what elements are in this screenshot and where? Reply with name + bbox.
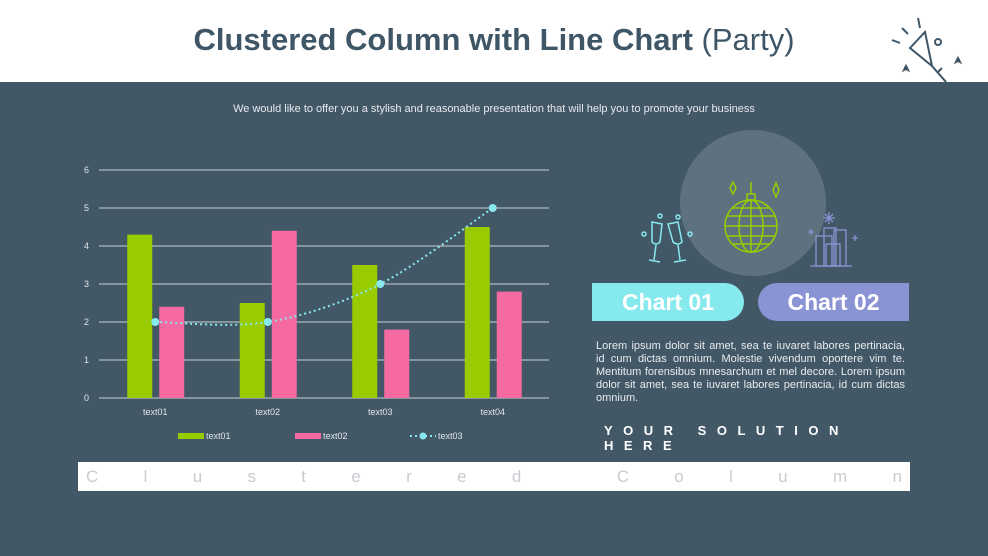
bar-text01 [464, 227, 490, 398]
y-tick-label: 6 [84, 165, 89, 175]
city-fireworks-icon [808, 212, 858, 267]
line-point [488, 204, 497, 212]
legend-label: text02 [323, 431, 348, 441]
legend-swatch [419, 432, 427, 440]
bar-text02 [496, 291, 522, 398]
title-suffix: (Party) [701, 22, 795, 57]
title-main: Clustered Column with Line Chart [193, 22, 693, 57]
banner-letter: s [247, 466, 256, 486]
x-tick-label: text04 [480, 407, 505, 417]
banner-letter: r [406, 466, 412, 486]
y-tick-label: 4 [84, 241, 89, 251]
line-point [376, 280, 385, 288]
y-tick-label: 0 [84, 393, 89, 403]
banner-letter: e [351, 466, 361, 486]
x-tick-label: text01 [143, 407, 168, 417]
banner-letter: u [778, 466, 788, 486]
line-point [151, 318, 160, 326]
banner-letter: l [729, 466, 733, 486]
chart-02-button[interactable]: Chart 02 [758, 283, 909, 321]
banner-letter: l [143, 466, 148, 486]
y-tick-label: 2 [84, 317, 89, 327]
y-tick-label: 1 [84, 355, 89, 365]
banner-letter: e [457, 466, 467, 486]
body-text: Lorem ipsum dolor sit amet, sea te iuvar… [596, 340, 905, 404]
disco-ball-icon [724, 180, 780, 253]
bar-text02 [159, 306, 185, 398]
line-text03 [155, 207, 494, 326]
chart-01-button[interactable]: Chart 01 [592, 283, 744, 321]
header: Clustered Column with Line Chart (Party) [0, 0, 988, 82]
banner-letter: u [192, 466, 203, 486]
banner-letter: m [832, 466, 848, 486]
chart: 0 1 2 3 4 5 6 text01 text02 text03 text04 text01 tex… [84, 165, 549, 441]
bar-text01 [239, 303, 265, 398]
subtitle: We would like to offer you a stylish and… [233, 103, 755, 115]
bar-text01 [352, 265, 378, 398]
page-title: Clustered Column with Line Chart (Party) [0, 22, 988, 58]
legend-label: text01 [206, 431, 231, 441]
banner-letter: t [301, 466, 307, 486]
legend-label: text03 [438, 431, 463, 441]
banner-letter: o [674, 466, 684, 486]
bar-text02 [384, 329, 410, 398]
x-tick-label: text03 [368, 407, 393, 417]
banner-letter [567, 467, 572, 487]
party-popper-icon [891, 17, 963, 82]
banner-letter: d [511, 466, 522, 486]
banner-letter: C [86, 466, 99, 486]
solution-heading: YOUR SOLUTION HERE [604, 423, 849, 453]
bar-text02 [271, 230, 297, 398]
x-tick-label: text02 [255, 407, 280, 417]
champagne-glasses-icon [641, 213, 693, 263]
y-tick-label: 5 [84, 203, 89, 213]
banner-letter: C [616, 466, 629, 486]
banner-letter: n [892, 466, 902, 486]
legend-swatch [178, 433, 204, 439]
y-tick-label: 3 [84, 279, 89, 289]
bar-text01 [127, 234, 153, 398]
line-point [263, 318, 272, 326]
legend-swatch [295, 433, 321, 439]
